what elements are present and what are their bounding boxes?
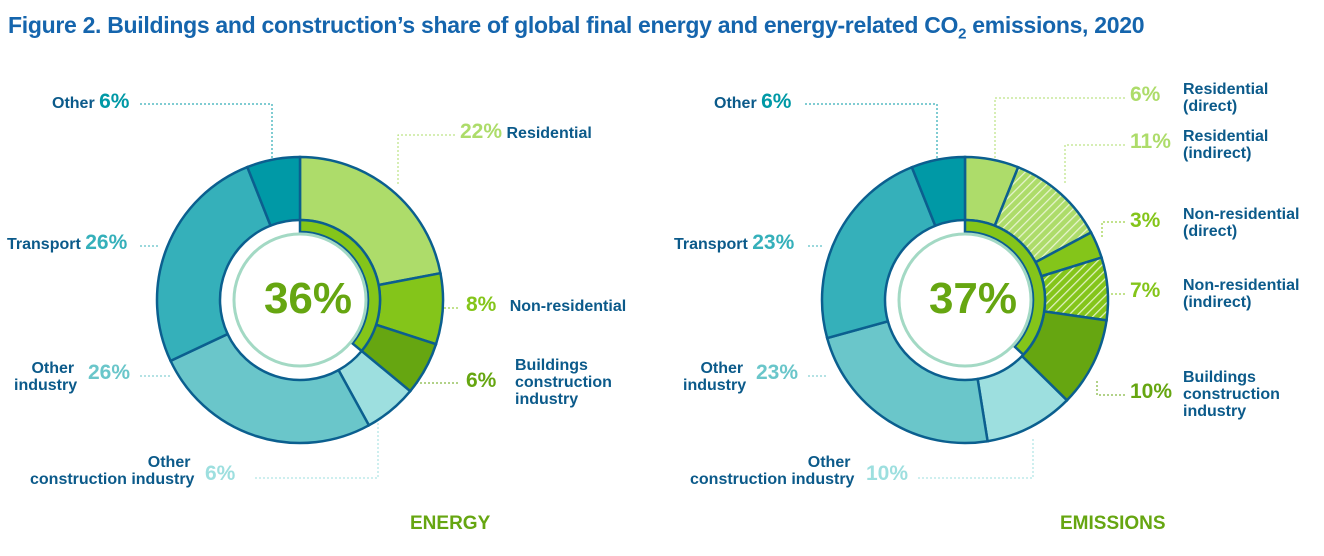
- emissions-label-bci: Buildings construction industry: [1183, 369, 1280, 420]
- energy-label-other: Other 6%: [52, 90, 130, 113]
- emissions-pct-res-direct: 6%: [1130, 83, 1161, 106]
- energy-label-non-residential: 8% Non-residential: [466, 293, 627, 316]
- energy-label-bci-pct: 6%: [466, 369, 497, 392]
- emissions-label-res-indirect: Residential (indirect): [1183, 128, 1269, 162]
- leader-line: [918, 438, 1034, 479]
- slice-other: [910, 155, 967, 228]
- emissions-caption: EMISSIONS: [1060, 513, 1166, 534]
- leader-line: [805, 103, 938, 160]
- emissions-pct-bci: 10%: [1130, 380, 1173, 403]
- buildings-share-ring: [963, 218, 1047, 357]
- leader-line: [1064, 144, 1125, 185]
- emissions-pct-nonres-direct: 3%: [1130, 209, 1161, 232]
- emissions-center-label: 37%: [928, 274, 1018, 323]
- emissions-pct-res-indirect: 11%: [1130, 130, 1171, 153]
- emissions-pct-other-industry: 23%: [756, 361, 799, 384]
- inner-circle: [232, 232, 368, 368]
- emissions-pct-nonres-indirect: 7%: [1130, 279, 1161, 302]
- slice-other-industry: [168, 332, 371, 445]
- figure-title: Figure 2. Buildings and construction’s s…: [8, 12, 1145, 43]
- slice-transport: [820, 165, 937, 340]
- energy-label-transport: Transport 26%: [7, 231, 128, 254]
- buildings-share-ring: [298, 218, 382, 353]
- emissions-label-other-industry: Other industry: [683, 360, 747, 394]
- energy-label-residential: 22% Residential: [460, 120, 592, 143]
- emissions-label-nonres-indirect: Non-residential (indirect): [1183, 277, 1300, 311]
- leader-line: [397, 134, 455, 185]
- emissions-label-res-direct: Residential (direct): [1183, 81, 1269, 115]
- energy-center-label: 36%: [263, 274, 353, 323]
- emissions-label-other-construction: Other construction industry: [690, 454, 855, 488]
- leader-line: [1096, 380, 1125, 396]
- leader-line: [255, 420, 379, 479]
- energy-pct-other-construction: 6%: [205, 462, 236, 485]
- inner-circle: [897, 232, 1033, 368]
- emissions-label-transport: Transport 23%: [674, 231, 795, 254]
- leader-line: [994, 97, 1125, 158]
- emissions-label-nonres-direct: Non-residential (direct): [1183, 206, 1300, 240]
- energy-label-bci: Buildings construction industry: [515, 357, 612, 408]
- energy-pct-other-industry: 26%: [88, 361, 131, 384]
- emissions-pct-other-construction: 10%: [866, 462, 909, 485]
- slice-transport: [155, 165, 273, 363]
- leader-line: [414, 372, 460, 384]
- leader-line: [140, 103, 273, 160]
- leader-lines: [140, 97, 1125, 479]
- slice-other-industry: [825, 319, 990, 445]
- leader-line: [1101, 221, 1125, 238]
- emissions-label-other: Other 6%: [714, 90, 792, 113]
- energy-caption: ENERGY: [410, 513, 491, 534]
- energy-label-other-construction: Other construction industry: [30, 454, 195, 488]
- slice-other: [245, 155, 302, 228]
- energy-label-other-industry: Other industry: [14, 360, 78, 394]
